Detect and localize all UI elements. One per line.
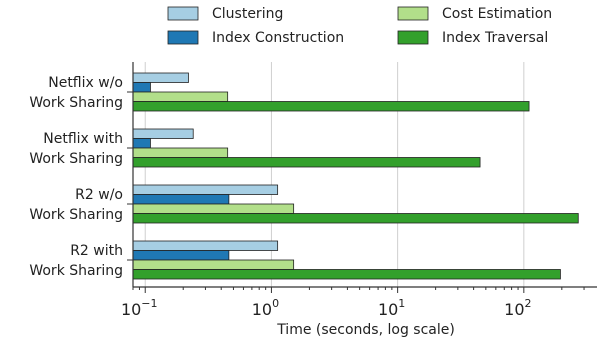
legend-label: Clustering: [212, 6, 283, 22]
category-label: R2 w/o: [75, 187, 123, 203]
bar-index-construction: [132, 250, 230, 261]
x-tick-label: 101: [378, 297, 405, 319]
bar-index-traversal: [132, 269, 561, 280]
category-labels: Netflix w/o Work Sharing Netflix with Work …: [29, 75, 123, 279]
bar-clustering: [132, 72, 189, 83]
category-label: Work Sharing: [29, 207, 123, 223]
x-tick-label: 102: [504, 297, 531, 319]
category-label: Netflix w/o: [48, 75, 123, 91]
category-label: Work Sharing: [29, 151, 123, 167]
bar-index-construction: [132, 82, 151, 93]
legend-label: Index Traversal: [442, 30, 548, 46]
category-label: Work Sharing: [29, 263, 123, 279]
bar-index-construction: [132, 138, 151, 149]
bar-index-traversal: [132, 157, 481, 168]
bar-cost-estimation: [132, 147, 229, 158]
bar-index-construction: [132, 194, 230, 205]
bar-clustering: [132, 184, 279, 195]
bar-cost-estimation: [132, 91, 229, 102]
x-tick-label: 100: [252, 297, 279, 319]
x-axis-label: Time (seconds, log scale): [276, 322, 455, 338]
category-label: Work Sharing: [29, 95, 123, 111]
x-ticks: 10−1 100 101 102: [121, 287, 585, 319]
legend-swatch: [397, 30, 429, 45]
legend-label: Cost Estimation: [442, 6, 552, 22]
legend: Clustering Index Construction Cost Estimat…: [167, 6, 552, 46]
legend-label: Index Construction: [212, 30, 344, 46]
bar-cost-estimation: [132, 203, 295, 214]
bar-index-traversal: [132, 213, 579, 224]
legend-swatch: [167, 30, 199, 45]
category-label: R2 with: [70, 243, 123, 259]
legend-swatch: [167, 6, 199, 21]
bar-clustering: [132, 240, 279, 251]
bar-index-traversal: [132, 101, 530, 112]
axes: [127, 62, 597, 288]
bar-cost-estimation: [132, 259, 295, 270]
category-label: Netflix with: [43, 131, 123, 147]
legend-swatch: [397, 6, 429, 21]
x-tick-label: 10−1: [121, 297, 158, 319]
bars: [132, 72, 579, 280]
bar-clustering: [132, 128, 194, 139]
